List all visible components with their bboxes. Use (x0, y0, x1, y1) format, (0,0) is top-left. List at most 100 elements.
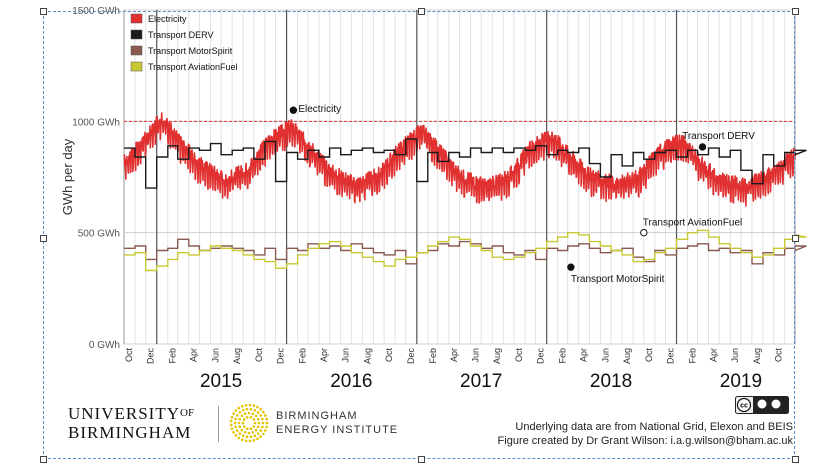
legend-swatch (130, 29, 143, 40)
year-label: 2019 (720, 371, 762, 392)
emblem-dot (245, 407, 249, 411)
x-tick-label: Aug (362, 348, 372, 364)
emblem-dot (252, 404, 256, 407)
x-tick-label: Feb (688, 348, 698, 364)
resize-handle[interactable] (40, 456, 47, 463)
emblem-dot (252, 418, 256, 421)
emblem-dot (247, 431, 251, 435)
resize-handle[interactable] (418, 456, 425, 463)
emblem-dot (252, 439, 256, 442)
x-tick-label: Oct (254, 348, 264, 363)
emblem-dot (254, 428, 258, 432)
legend-label: Transport AviationFuel (148, 62, 238, 72)
annotation-marker (289, 106, 298, 114)
emblem-dot (229, 423, 233, 427)
creative-commons-icon[interactable]: cc (735, 396, 789, 414)
emblem-dot (256, 405, 259, 409)
y-tick-label: 500 GWh (78, 229, 120, 240)
annotation-marker (698, 143, 707, 151)
emblem-dot (234, 409, 238, 412)
x-tick-label: Aug (622, 348, 632, 364)
annotation-marker (640, 228, 648, 237)
emblem-dot (256, 425, 260, 429)
emblem-dot (259, 429, 263, 432)
year-label: 2015 (200, 371, 242, 392)
x-tick-label: Oct (124, 348, 134, 363)
emblem-dot (257, 421, 261, 425)
annotation-marker (567, 263, 575, 271)
annotation-label: Transport AviationFuel (643, 218, 743, 229)
emblem-dot (253, 434, 257, 438)
year-label: 2017 (460, 371, 502, 392)
emblem-dot (259, 414, 263, 417)
annotation-label: Transport MotorSpirit (571, 274, 665, 285)
emblem-dot (249, 415, 253, 419)
emblem-dot (256, 411, 260, 414)
legend-swatch (130, 45, 143, 56)
x-tick-label: Jun (210, 348, 220, 363)
resize-handle[interactable] (418, 8, 425, 15)
resize-handle[interactable] (40, 235, 47, 242)
x-tick-label: Jun (471, 348, 481, 363)
resize-handle[interactable] (40, 8, 47, 15)
x-tick-label: Aug (492, 348, 502, 364)
emblem-dot (264, 414, 267, 417)
emblem-dot (245, 415, 249, 419)
emblem-dot (234, 434, 238, 437)
university-of-birmingham-logo: UNIVERSITYOF BIRMINGHAM (68, 404, 194, 442)
legend-label: Transport MotorSpirit (148, 46, 233, 56)
emblem-dot (233, 421, 237, 425)
emblem-dot (264, 429, 267, 432)
logo-divider (218, 406, 219, 442)
emblem-dot (238, 432, 242, 435)
emblem-dot (243, 412, 247, 416)
emblem-dot (229, 419, 233, 423)
y-tick-label: 1000 GWh (72, 117, 120, 128)
emblem-dot (262, 410, 265, 414)
series-electricity (123, 112, 796, 207)
year-label: 2018 (590, 371, 632, 392)
uob-of: OF (180, 407, 195, 419)
x-tick-label: Apr (709, 348, 719, 362)
legend-label: Electricity (148, 14, 187, 24)
y-tick-label: 0 GWh (89, 340, 120, 351)
x-tick-label: Feb (298, 348, 308, 364)
emblem-dot (242, 418, 246, 421)
x-tick-label: Oct (644, 348, 654, 363)
emblem-dot (230, 427, 234, 431)
legend-swatch (130, 13, 143, 24)
emblem-dot (247, 411, 251, 415)
emblem-dot (240, 428, 244, 432)
emblem-dot (242, 425, 246, 428)
uob-line2: BIRMINGHAM (68, 423, 192, 442)
x-tick-label: Dec (665, 348, 675, 365)
emblem-dot (240, 414, 244, 418)
birmingham-energy-institute-logo: BIRMINGHAM ENERGY INSTITUTE (276, 409, 398, 437)
emblem-dot (249, 407, 253, 411)
emblem-dot (248, 439, 252, 443)
resize-handle[interactable] (792, 456, 799, 463)
emblem-dot (245, 435, 249, 439)
emblem-dot (238, 411, 242, 414)
annotation-label: Electricity (298, 104, 341, 115)
x-tick-label: Aug (752, 348, 762, 364)
x-tick-label: Aug (232, 348, 242, 364)
emblem-dot (248, 403, 252, 407)
series-transport-aviationfuel (124, 229, 807, 272)
resize-handle[interactable] (792, 8, 799, 15)
x-tick-label: Feb (558, 348, 568, 364)
uob-line1: UNIVERSITY (68, 404, 180, 423)
x-tick-label: Oct (514, 348, 524, 363)
emblem-dot (234, 417, 237, 421)
x-tick-label: Jun (341, 348, 351, 363)
credit-line2: Figure created by Dr Grant Wilson: i.a.g… (497, 435, 793, 447)
emblem-dot (265, 425, 268, 429)
resize-handle[interactable] (792, 235, 799, 242)
emblem-dot (251, 430, 255, 434)
emblem-dot (256, 417, 260, 421)
bei-line2: ENERGY INSTITUTE (276, 424, 399, 436)
emblem-dot (235, 429, 239, 432)
x-tick-label: Dec (406, 348, 416, 365)
emblem-dot (262, 432, 265, 436)
